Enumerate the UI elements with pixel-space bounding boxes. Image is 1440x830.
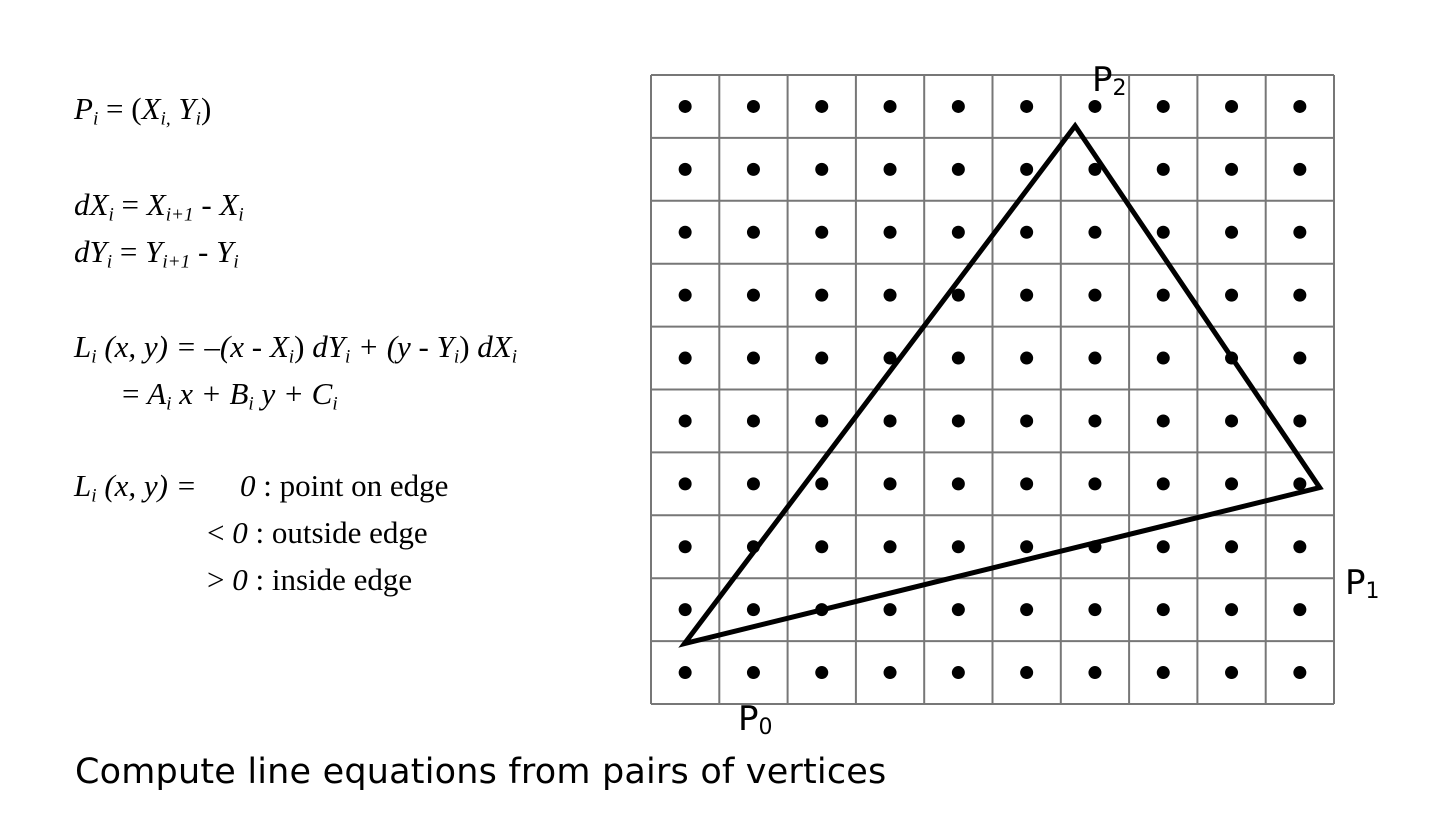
pixel-center-dot xyxy=(1225,414,1238,427)
pixel-center-dot xyxy=(1157,666,1170,679)
pixel-center-dot xyxy=(679,100,692,113)
pixel-center-dot xyxy=(884,477,897,490)
pixel-center-dot xyxy=(1293,477,1306,490)
vertex-label-p0: P0 xyxy=(738,699,773,740)
pixel-center-dot xyxy=(1225,666,1238,679)
pixel-center-dot xyxy=(1020,289,1033,302)
pixel-center-dot xyxy=(747,603,760,616)
pixel-center-dot xyxy=(1088,100,1101,113)
pixel-center-dot xyxy=(1157,226,1170,239)
pixel-center-dot xyxy=(1088,603,1101,616)
pixel-center-dot xyxy=(1225,603,1238,616)
pixel-center-dot xyxy=(1157,603,1170,616)
pixel-center-dot xyxy=(1157,289,1170,302)
triangle xyxy=(685,126,1320,644)
pixel-center-dot xyxy=(747,414,760,427)
pixel-center-dot xyxy=(884,414,897,427)
pixel-center-dot xyxy=(1293,163,1306,176)
pixel-center-dot xyxy=(1293,289,1306,302)
pixel-center-dot xyxy=(1157,352,1170,365)
pixel-center-dot xyxy=(679,666,692,679)
pixel-center-dot xyxy=(815,352,828,365)
pixel-center-dot xyxy=(1088,226,1101,239)
pixel-center-dot xyxy=(952,352,965,365)
pixel-center-dot xyxy=(815,163,828,176)
pixel-center-dot xyxy=(884,540,897,553)
pixel-center-dot xyxy=(1020,100,1033,113)
pixel-center-dot xyxy=(1020,414,1033,427)
pixel-center-dot xyxy=(1293,226,1306,239)
pixel-center-dot xyxy=(679,540,692,553)
pixel-center-dot xyxy=(747,477,760,490)
pixel-center-dot xyxy=(1088,477,1101,490)
pixel-center-dot xyxy=(815,289,828,302)
pixel-center-dot xyxy=(1020,540,1033,553)
pixel-center-dot xyxy=(1020,352,1033,365)
pixel-center-dot xyxy=(747,226,760,239)
pixel-center-dot xyxy=(952,226,965,239)
pixel-center-dot xyxy=(952,163,965,176)
pixel-center-dot xyxy=(815,100,828,113)
pixel-center-dot xyxy=(1020,226,1033,239)
vertex-label-p2: P2 xyxy=(1092,60,1127,101)
pixel-center-dot xyxy=(884,100,897,113)
pixel-center-dot xyxy=(815,226,828,239)
pixel-center-dot xyxy=(952,100,965,113)
pixel-center-dot xyxy=(815,666,828,679)
pixel-center-dot xyxy=(1020,666,1033,679)
pixel-center-dot xyxy=(747,289,760,302)
pixel-center-dot xyxy=(1088,666,1101,679)
pixel-center-dot xyxy=(1225,540,1238,553)
pixel-center-dot xyxy=(679,414,692,427)
pixel-center-dot xyxy=(952,603,965,616)
slide-caption: Compute line equations from pairs of ver… xyxy=(75,752,886,792)
pixel-center-dot xyxy=(679,226,692,239)
pixel-center-dot xyxy=(1293,352,1306,365)
pixel-center-dot xyxy=(952,414,965,427)
pixel-center-dot xyxy=(679,603,692,616)
pixel-center-dot xyxy=(1225,226,1238,239)
pixel-center-dot xyxy=(1157,414,1170,427)
vertex-label-p1: P1 xyxy=(1345,563,1380,604)
pixel-center-dot xyxy=(747,100,760,113)
pixel-center-dot xyxy=(1225,100,1238,113)
pixel-center-dot xyxy=(1157,163,1170,176)
pixel-center-dot xyxy=(1293,666,1306,679)
pixel-center-dot xyxy=(1088,352,1101,365)
pixel-center-dot xyxy=(679,352,692,365)
pixel-center-dot xyxy=(747,163,760,176)
pixel-center-dot xyxy=(679,163,692,176)
pixel-center-dot xyxy=(884,666,897,679)
pixel-center-dot xyxy=(815,540,828,553)
pixel-center-dot xyxy=(1293,603,1306,616)
pixel-center-dot xyxy=(952,666,965,679)
pixel-center-dot xyxy=(679,289,692,302)
pixel-center-dot xyxy=(1020,603,1033,616)
pixel-center-dot xyxy=(1157,477,1170,490)
pixel-center-dot xyxy=(815,414,828,427)
pixel-center-dot xyxy=(1225,477,1238,490)
pixel-center-dot xyxy=(884,163,897,176)
pixel-center-dot xyxy=(1293,540,1306,553)
pixel-center-dot xyxy=(1157,100,1170,113)
pixel-center-dot xyxy=(1225,163,1238,176)
pixel-center-dot xyxy=(1293,414,1306,427)
pixel-center-dot xyxy=(884,226,897,239)
pixel-center-dot xyxy=(1020,477,1033,490)
pixel-center-dot xyxy=(1088,289,1101,302)
pixel-center-dot xyxy=(1088,414,1101,427)
pixel-center-dot xyxy=(884,289,897,302)
pixel-center-dot xyxy=(952,540,965,553)
pixel-center-dot xyxy=(679,477,692,490)
pixel-center-dot xyxy=(1157,540,1170,553)
pixel-center-dot xyxy=(1293,100,1306,113)
pixel-center-dot xyxy=(1020,163,1033,176)
pixel-center-dot xyxy=(747,666,760,679)
pixel-center-dot xyxy=(747,352,760,365)
pixel-center-dot xyxy=(884,603,897,616)
pixel-center-dot xyxy=(952,477,965,490)
pixel-center-dot xyxy=(815,477,828,490)
pixel-center-dot xyxy=(1225,289,1238,302)
